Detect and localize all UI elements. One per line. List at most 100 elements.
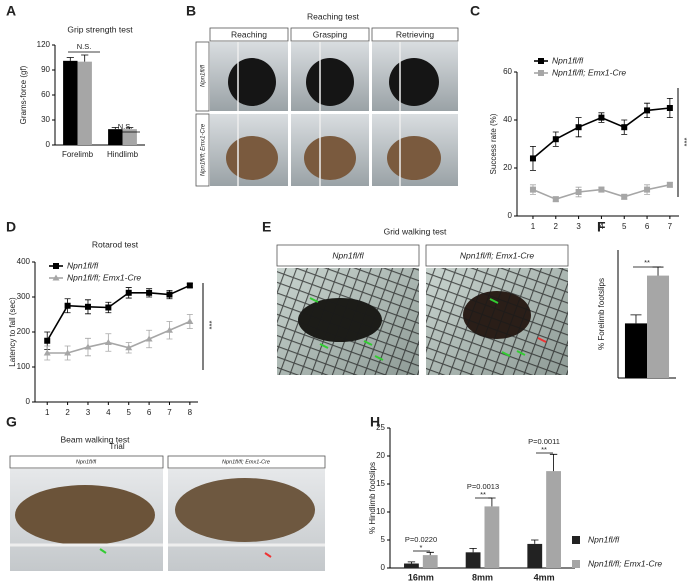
error-bar (126, 127, 134, 130)
bar (484, 506, 500, 568)
column-header: Retrieving (396, 29, 435, 39)
y-tick-label: 10 (376, 507, 385, 516)
annotation: P=0.0220 (405, 535, 437, 544)
series-line (47, 320, 191, 354)
annotation: *** (680, 138, 688, 147)
marker (666, 181, 673, 188)
bar (527, 543, 543, 568)
bar (108, 129, 123, 145)
x-tick-label: 7 (167, 408, 172, 417)
y-tick-label: 300 (17, 292, 31, 301)
x-tick-label: 1 (45, 408, 50, 417)
marker (598, 186, 605, 193)
marker (552, 136, 559, 143)
row-header: Npn1fl/fl; Emx1-Cre (201, 123, 207, 176)
panel-letter: E (262, 219, 271, 235)
x-tick-label: 3 (576, 222, 581, 231)
error-bar (111, 127, 119, 130)
y-tick-label: 15 (376, 479, 385, 488)
marker (575, 189, 582, 195)
y-tick-label: 400 (17, 257, 31, 266)
marker (598, 114, 605, 121)
error-bar (66, 57, 74, 61)
legend-label: Npn1fl/fl (588, 534, 620, 544)
legend-label: Npn1fl/fl; Emx1-Cre (67, 272, 141, 282)
y-tick-label: 200 (17, 327, 31, 336)
annotation: N.S. (118, 122, 133, 131)
error-bar (630, 314, 642, 324)
x-axis-label: Trial (109, 442, 124, 451)
marker (125, 289, 132, 296)
y-tick-label: 0 (26, 397, 31, 406)
panel-letter: B (186, 3, 196, 19)
marker (84, 303, 91, 310)
panel-letter: C (470, 3, 480, 19)
error-bar (81, 54, 89, 62)
x-tick-label: Forelimb (62, 150, 94, 159)
marker (529, 155, 536, 162)
chart-title: Rotarod test (92, 239, 139, 249)
marker (146, 289, 153, 296)
legend-marker (538, 58, 544, 64)
annotation: * (420, 543, 423, 552)
panel-letter: F (597, 219, 606, 235)
photo-label: Npn1fl/fl (332, 250, 364, 260)
x-tick-label: Hindlimb (107, 150, 139, 159)
legend-label: Npn1fl/fl (67, 260, 99, 270)
bar (465, 552, 481, 568)
y-axis-label: Success rate (%) (489, 113, 498, 174)
column-header: Grasping (313, 29, 348, 39)
error-bar (531, 539, 539, 544)
legend-swatch (572, 560, 580, 568)
x-tick-label: 2 (554, 222, 559, 231)
y-tick-label: 0 (508, 211, 513, 220)
marker (621, 193, 628, 200)
x-tick-label: 4 (106, 408, 111, 417)
y-axis-label: % Forelimb footslips (597, 278, 606, 350)
y-tick-label: 5 (381, 535, 386, 544)
error-bar (469, 548, 477, 553)
x-tick-label: 6 (147, 408, 152, 417)
marker (44, 337, 51, 344)
marker (552, 196, 559, 203)
panel-letter: G (6, 414, 17, 430)
photo-label: Npn1fl/fl (76, 459, 97, 465)
annotation: ** (644, 258, 650, 267)
marker (575, 124, 582, 131)
panel-letter: H (370, 414, 380, 430)
y-tick-label: 30 (41, 115, 50, 124)
x-tick-label: 5 (622, 222, 627, 231)
legend-marker (52, 274, 60, 281)
series-line (46, 284, 191, 342)
annotation: ** (541, 445, 547, 454)
column-header: Reaching (231, 29, 267, 39)
marker (165, 326, 173, 333)
y-tick-label: 0 (46, 140, 51, 149)
y-tick-label: 60 (41, 90, 50, 99)
panel-letter: D (6, 219, 16, 235)
y-tick-label: 20 (376, 451, 385, 460)
y-tick-label: 120 (37, 40, 51, 49)
marker (64, 302, 71, 309)
x-tick-label: 4 (599, 222, 604, 231)
error-bar (652, 266, 664, 276)
error-bar (426, 551, 434, 556)
annotation: ** (480, 490, 486, 499)
x-tick-label: 8mm (472, 572, 493, 582)
y-axis-label: Grams-force (gf) (19, 65, 28, 124)
grid-photos (276, 244, 569, 375)
legend-label: Npn1fl/fl; Emx1-Cre (588, 558, 662, 568)
y-tick-label: 0 (381, 563, 386, 572)
x-tick-label: 5 (126, 408, 131, 417)
legend-marker (538, 70, 544, 76)
marker (186, 282, 193, 289)
bar (422, 555, 438, 568)
panel-title: Beam walking test (61, 434, 131, 444)
marker (529, 186, 536, 193)
marker (43, 349, 51, 356)
reaching-photos (195, 27, 459, 187)
bar (647, 275, 670, 378)
row-header: Npn1fl/fl (201, 64, 207, 87)
marker (644, 186, 651, 193)
